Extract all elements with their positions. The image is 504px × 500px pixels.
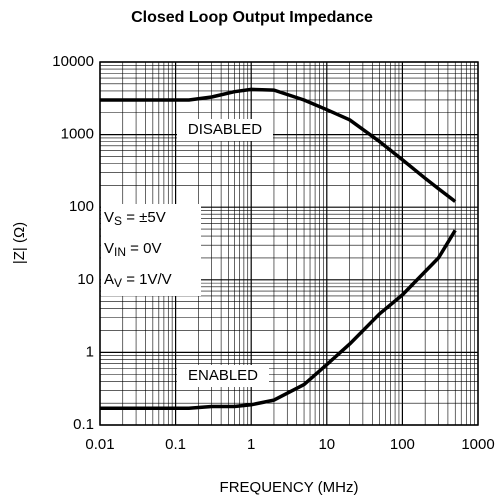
condition: AV = 1V/V [104,271,172,290]
y-axis-label: |Z| (Ω) [11,222,28,264]
plot-frame [99,61,479,426]
x-tick-label: 10 [318,436,335,453]
y-tick-label: 1000 [61,126,94,143]
label-box [177,365,269,387]
condition-value: = 1V/V [122,271,172,288]
series-label: DISABLED [188,121,262,138]
condition-subscript: S [114,214,122,228]
y-tick-label: 0.1 [73,416,94,433]
condition: VIN = 0V [104,240,161,259]
x-tick-label: 1000 [461,436,494,453]
condition-subscript: IN [114,245,126,259]
condition-value: = ±5V [122,209,166,226]
condition-subscript: V [114,276,122,290]
condition: VS = ±5V [104,209,166,228]
series-line [100,87,457,203]
x-axis-label: FREQUENCY (MHz) [220,479,359,496]
x-tick-label: 0.01 [85,436,114,453]
x-tick-label: 100 [390,436,415,453]
condition-symbol: V [104,209,114,226]
series-line [100,229,457,411]
label-box [177,119,273,141]
conditions-box [101,204,201,296]
y-tick-label: 10000 [52,53,94,70]
x-tick-label: 0.1 [165,436,186,453]
y-tick-label: 10 [77,271,94,288]
series-label: ENABLED [188,367,258,384]
chart-title: Closed Loop Output Impedance [131,9,373,26]
y-tick-label: 1 [86,343,94,360]
condition-value: = 0V [126,240,161,257]
condition-symbol: A [104,271,114,288]
y-tick-label: 100 [69,198,94,215]
x-tick-label: 1 [247,436,255,453]
condition-symbol: V [104,240,114,257]
